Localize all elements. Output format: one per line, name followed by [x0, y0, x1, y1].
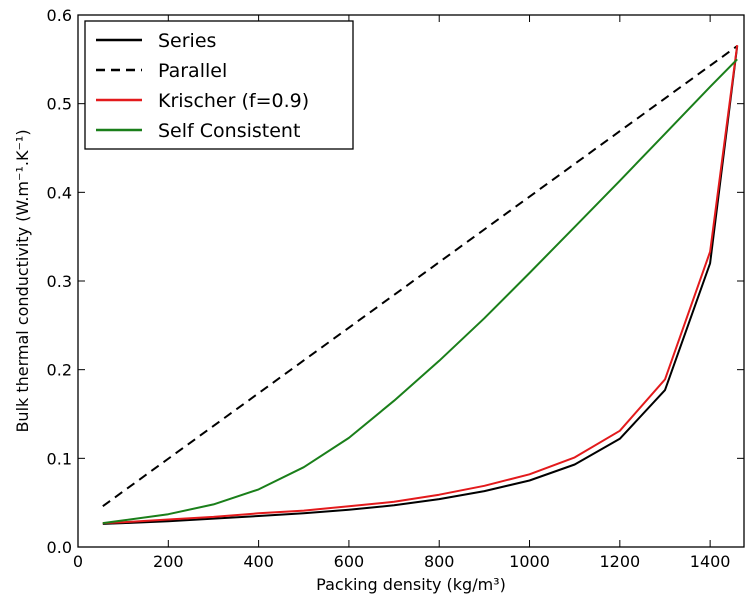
x-tick-label: 800 — [424, 552, 455, 571]
x-tick-label: 200 — [153, 552, 184, 571]
legend-label-1: Parallel — [158, 60, 227, 82]
x-tick-label: 600 — [334, 552, 365, 571]
y-tick-label: 0.2 — [47, 361, 72, 380]
series-layer — [102, 44, 739, 525]
x-tick-label: 1200 — [599, 552, 640, 571]
series-line-2 — [102, 44, 739, 525]
x-axis-title: Packing density (kg/m³) — [316, 575, 506, 594]
y-axis-title: Bulk thermal conductivity (W.m⁻¹.K⁻¹) — [13, 129, 32, 432]
ticks-layer: 0 200 400 600 800 1000 1200 1400 0.0 0.1 0.2 0.3 0.4… — [47, 6, 744, 571]
y-tick-label: 0.3 — [47, 272, 72, 291]
series-line-3 — [102, 58, 738, 525]
y-tick-label: 0.1 — [47, 449, 72, 468]
legend-label-0: Series — [158, 30, 216, 52]
y-tick-label: 0.0 — [47, 538, 72, 557]
y-tick-label: 0.6 — [47, 6, 72, 25]
legend-label-2: Krischer (f=0.9) — [158, 90, 309, 112]
y-tick-label: 0.5 — [47, 95, 72, 114]
series-line-0 — [102, 45, 739, 525]
series-line-1 — [102, 45, 738, 508]
x-tick-label: 400 — [243, 552, 274, 571]
legend-label-3: Self Consistent — [158, 120, 300, 142]
x-tick-label: 1400 — [690, 552, 731, 571]
x-tick-label: 0 — [73, 552, 83, 571]
legend-box — [84, 20, 354, 150]
legend: Series Parallel Krischer (f=0.9) Self Consi… — [84, 20, 354, 150]
x-tick-label: 1000 — [509, 552, 550, 571]
y-tick-label: 0.4 — [47, 183, 72, 202]
